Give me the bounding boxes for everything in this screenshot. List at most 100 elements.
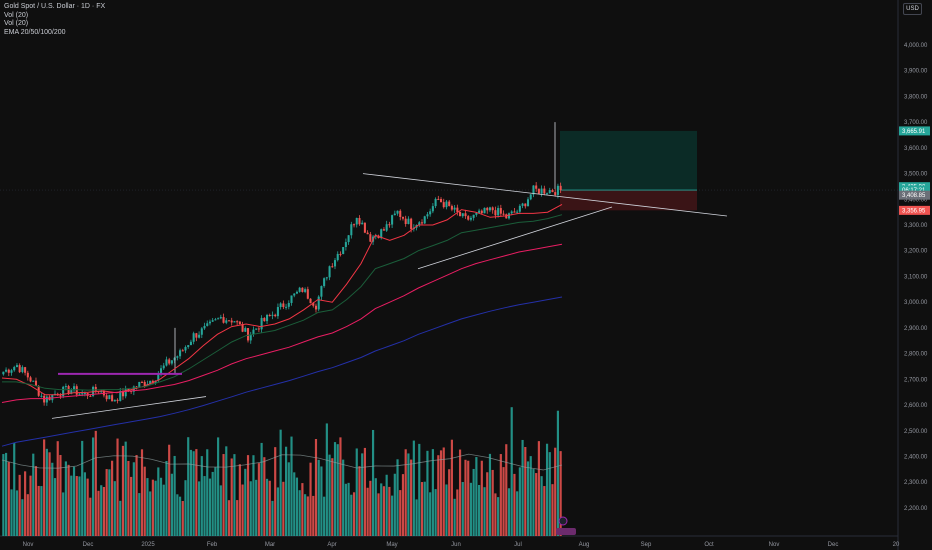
volume-bar <box>195 449 198 536</box>
candle-body <box>127 388 130 391</box>
candle-body <box>540 188 543 194</box>
candle-body <box>502 213 505 215</box>
volume-bar <box>184 480 187 536</box>
volume-bar <box>26 494 29 536</box>
candle-body <box>15 365 18 368</box>
candle-body <box>404 218 407 225</box>
volume-bar <box>486 472 489 536</box>
candle-body <box>189 341 192 346</box>
support-trendline <box>51 396 207 419</box>
volume-bar <box>2 454 5 536</box>
volume-bar <box>157 467 160 536</box>
candle-body <box>450 205 453 210</box>
volume-bar <box>469 482 473 536</box>
candle-body <box>162 365 165 369</box>
volume-bar <box>439 450 443 536</box>
volume-bar <box>187 437 190 536</box>
candle-body <box>380 229 383 239</box>
candle-body <box>257 328 260 330</box>
price-tag-label: 3,356.95 <box>902 208 926 214</box>
volume-bar <box>317 459 320 536</box>
candle-body <box>276 307 279 317</box>
volume-bar <box>29 475 32 536</box>
target-zone <box>560 130 697 191</box>
candle-body <box>494 210 497 216</box>
volume-bar <box>333 442 337 536</box>
candle-body <box>391 215 394 225</box>
candle-body <box>244 328 247 332</box>
candle-body <box>556 185 559 195</box>
volume-bar <box>423 481 426 536</box>
candle-body <box>499 208 502 214</box>
volume-bar <box>214 467 217 536</box>
volume-bar <box>325 423 328 536</box>
volume-bar <box>488 453 492 536</box>
candle-body <box>149 380 152 385</box>
volume-bar <box>521 439 524 536</box>
legend-volume-2[interactable]: Vol (20) <box>4 20 29 28</box>
candle-body <box>165 359 168 366</box>
stop-zone <box>560 190 697 211</box>
candle-body <box>524 203 527 207</box>
volume-bar <box>298 490 301 536</box>
ema-line <box>1 203 563 396</box>
legend-symbol[interactable]: Gold Spot / U.S. Dollar · 1D · FX <box>4 3 106 10</box>
volume-bar <box>545 443 549 536</box>
legend-volume-1[interactable]: Vol (20) <box>4 11 29 19</box>
currency-button[interactable]: USD <box>903 3 922 15</box>
candle-body <box>176 356 179 358</box>
candle-body <box>271 314 274 316</box>
volume-bar <box>121 445 125 536</box>
volume-bar <box>255 479 258 536</box>
candle-body <box>339 253 342 255</box>
volume-bar <box>347 482 350 536</box>
candle-body <box>208 321 211 324</box>
candle-body <box>333 260 337 267</box>
candle-body <box>203 325 206 329</box>
volume-bar <box>189 449 193 536</box>
legend-ema[interactable]: EMA 20/50/100/200 <box>4 28 66 36</box>
candle-body <box>105 395 108 400</box>
volume-bar <box>43 439 46 536</box>
candle-body <box>238 321 241 325</box>
volume-bar <box>524 446 527 536</box>
volume-bar <box>366 487 369 536</box>
volume-bar <box>287 462 290 536</box>
volume-bar <box>203 476 206 536</box>
volume-bar <box>391 495 394 536</box>
candle-body <box>222 317 225 323</box>
candle-body <box>331 266 334 268</box>
candle-body <box>410 218 413 230</box>
y-tick-label: 2,600.00 <box>904 403 928 409</box>
volume-bar <box>127 460 130 536</box>
candle-body <box>206 323 209 326</box>
x-tick-label: Nov <box>23 542 34 548</box>
volume-bar <box>241 484 244 536</box>
volume-bar <box>331 458 334 536</box>
candle-body <box>195 333 198 338</box>
candle-body <box>29 377 32 382</box>
volume-bar <box>15 490 19 536</box>
volume-bar <box>480 460 483 536</box>
candle-body <box>559 185 562 191</box>
volume-bar <box>309 462 312 536</box>
candle-body <box>399 210 402 218</box>
candle-body <box>78 393 81 395</box>
volume-bar <box>429 492 432 536</box>
candle-body <box>369 234 372 242</box>
volume-bar <box>282 481 285 536</box>
volume-bar <box>89 497 92 536</box>
volume-bar <box>217 437 220 536</box>
x-tick-label: Mar <box>265 542 275 548</box>
date-marker <box>556 528 576 535</box>
volume-bar <box>526 461 530 536</box>
candle-body <box>187 345 190 347</box>
candle-body <box>198 334 201 338</box>
x-tick-label: 20 <box>893 542 900 548</box>
volume-bar <box>478 484 481 536</box>
volume-bar <box>48 452 51 536</box>
volume-bar <box>192 451 195 536</box>
candle-body <box>396 210 399 214</box>
candle-body <box>469 217 472 220</box>
